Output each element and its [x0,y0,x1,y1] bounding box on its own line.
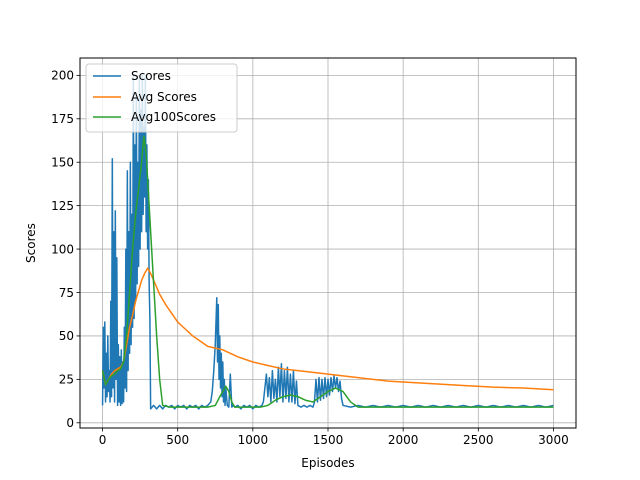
legend-label-scores: Scores [131,69,171,83]
scores-line [101,74,554,410]
y-axis-label: Scores [24,223,38,263]
y-tick-label: 50 [59,329,74,343]
legend: Scores Avg Scores Avg100Scores [85,63,238,133]
x-axis-label: Episodes [301,456,354,470]
y-tick-label: 125 [51,199,74,213]
y-tick-label: 200 [51,69,74,83]
x-tick-label: 3000 [538,433,569,447]
x-tick-label: 1500 [313,433,344,447]
x-tick-label: 2500 [463,433,494,447]
avg100-scores-line [101,135,554,408]
x-axis-ticks: 0 500 1000 1500 2000 2500 3000 [99,428,569,447]
y-tick-label: 100 [51,242,74,256]
x-tick-label: 1000 [238,433,269,447]
y-tick-label: 150 [51,156,74,170]
y-tick-label: 0 [66,416,74,430]
grid [80,58,576,428]
y-tick-label: 175 [51,112,74,126]
y-axis-ticks: 0 25 50 75 100 125 150 175 200 [51,69,80,430]
x-tick-label: 0 [99,433,107,447]
x-tick-label: 500 [166,433,189,447]
legend-box [85,63,238,133]
series-layer [101,74,554,410]
y-tick-label: 25 [59,373,74,387]
legend-label-avg100-scores: Avg100Scores [131,110,216,124]
y-tick-label: 75 [59,286,74,300]
legend-label-avg-scores: Avg Scores [131,90,197,104]
x-tick-label: 2000 [388,433,419,447]
